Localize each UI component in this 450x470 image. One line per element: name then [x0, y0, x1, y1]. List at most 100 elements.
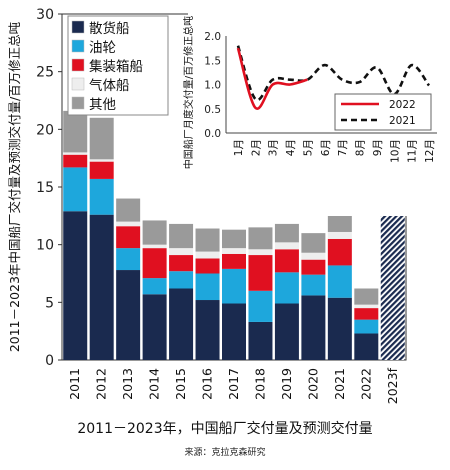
- bar-segment: [274, 272, 299, 304]
- legend-swatch: [71, 96, 85, 110]
- bar-segment: [301, 259, 326, 275]
- bar-segment: [274, 223, 299, 243]
- source-note: 来源：克拉克森研究: [184, 448, 266, 458]
- x-tick-label: 2020: [305, 368, 320, 400]
- y-tick-label: 5: [45, 295, 54, 311]
- legend-swatch: [71, 39, 85, 53]
- bar-segment: [327, 238, 352, 266]
- bar-segment: [301, 274, 326, 296]
- x-tick-label: 2012: [94, 368, 109, 400]
- bar-segment: [327, 297, 352, 360]
- inset-x-tick-label: 12月: [424, 139, 436, 163]
- bar-segment: [248, 227, 273, 250]
- bar-segment: [89, 214, 114, 360]
- x-tick-label: 2016: [200, 368, 215, 400]
- legend-label: 油轮: [89, 40, 116, 56]
- inset-x-tick-label: 5月: [302, 139, 314, 156]
- bar-segment: [327, 265, 352, 298]
- inset-legend-label: 2021: [389, 115, 416, 127]
- legend-swatch: [71, 58, 85, 72]
- bar-segment: [354, 319, 379, 334]
- inset-y-tick-label: 2.0: [204, 31, 221, 43]
- bar-segment: [169, 288, 194, 360]
- bar-segment: [116, 248, 141, 271]
- y-axis-label: 2011－2023年中国船厂交付量及预测交付量/百万修正总吨: [7, 21, 22, 352]
- y-tick-label: 0: [45, 353, 54, 369]
- inset-y-tick-label: 0.0: [204, 128, 221, 140]
- bar-segment: [222, 303, 246, 360]
- legend-label: 其他: [89, 97, 116, 113]
- bar-segment: [222, 248, 246, 254]
- bar-segment: [354, 333, 379, 360]
- inset-x-tick-label: 6月: [320, 139, 332, 156]
- y-tick-label: 25: [36, 65, 54, 81]
- inset-line-chart: 0.0 0.5 1.0 1.5 2.0 中国船厂月度交付量/百万修正总吨 1月 2月 3月 4月 5…: [182, 8, 438, 216]
- main-bar-chart: 0 5 10 15 20 25 30 2011－2023年中国船厂交付量及预测交付量/百万修正…: [7, 7, 407, 404]
- bar-segment: [63, 211, 88, 360]
- x-tick-label: 2021: [332, 368, 347, 400]
- bar-segment: [222, 268, 246, 304]
- forecast-bar: [380, 197, 405, 360]
- y-tick-label: 30: [36, 7, 54, 23]
- inset-y-tick-label: 1.0: [204, 80, 221, 92]
- inset-y-tick-label: 0.5: [204, 104, 221, 116]
- bar-segment: [169, 255, 194, 272]
- legend-label: 气体船: [89, 78, 130, 94]
- bar-segment: [274, 249, 299, 273]
- bar-segment: [274, 303, 299, 360]
- bar-segment: [195, 251, 220, 259]
- bar-segment: [116, 226, 141, 249]
- bar-segment: [195, 228, 220, 252]
- bar-segment: [142, 248, 167, 279]
- inset-x-tick-label: 7月: [337, 139, 349, 156]
- bar-segment: [116, 270, 141, 360]
- bar-segment: [142, 294, 167, 360]
- y-tick-label: 10: [36, 238, 54, 254]
- inset-x-tick-label: 3月: [268, 139, 280, 156]
- legend-label: 散货船: [89, 20, 130, 37]
- y-tick-label: 20: [36, 122, 54, 138]
- bar-segment: [301, 252, 326, 260]
- bar-segment: [327, 231, 352, 239]
- inset-y-axis-label: 中国船厂月度交付量/百万修正总吨: [182, 16, 195, 169]
- legend-swatch: [71, 77, 85, 91]
- bar-segment: [63, 167, 88, 212]
- bar-segment: [195, 300, 220, 360]
- x-tick-label: 2023f: [385, 367, 400, 404]
- bar-segment: [301, 233, 326, 253]
- inset-x-tick-label: 8月: [355, 139, 367, 156]
- bar-segment: [354, 304, 379, 309]
- bar-segment: [354, 288, 379, 305]
- inset-legend-label: 2022: [389, 99, 416, 111]
- bar-segment: [89, 161, 114, 179]
- bar-segment: [142, 220, 167, 245]
- bar-segment: [301, 295, 326, 360]
- inset-y-tick-label: 1.5: [204, 55, 221, 67]
- x-tick-label: 2022: [358, 368, 373, 400]
- bar-segment: [89, 117, 114, 160]
- inset-x-tick-label: 4月: [285, 139, 297, 156]
- x-tick-label: 2017: [226, 368, 241, 400]
- bar-segment: [354, 308, 379, 320]
- bar-segment: [116, 198, 141, 222]
- bar-segment: [195, 273, 220, 301]
- bar-segment: [248, 321, 273, 360]
- bar-segment: [116, 221, 141, 227]
- inset-x-tick-label: 2月: [250, 139, 262, 156]
- bar-segment: [63, 110, 88, 153]
- bar-segment: [195, 258, 220, 274]
- series-line-2021: [236, 45, 431, 102]
- bar-segment: [169, 223, 194, 249]
- x-tick-label: 2019: [279, 368, 294, 400]
- inset-x-tick-label: 9月: [372, 139, 384, 156]
- bar-segment: [248, 249, 273, 256]
- x-tick-label: 2011: [67, 368, 82, 400]
- bar-segment: [222, 253, 246, 269]
- inset-x-tick-label: 10月: [389, 139, 401, 163]
- bar-segment: [248, 255, 273, 291]
- series-line-2022: [236, 47, 308, 110]
- bar-segment: [89, 159, 114, 162]
- x-tick-label: 2013: [120, 368, 135, 400]
- bar-segment: [89, 178, 114, 215]
